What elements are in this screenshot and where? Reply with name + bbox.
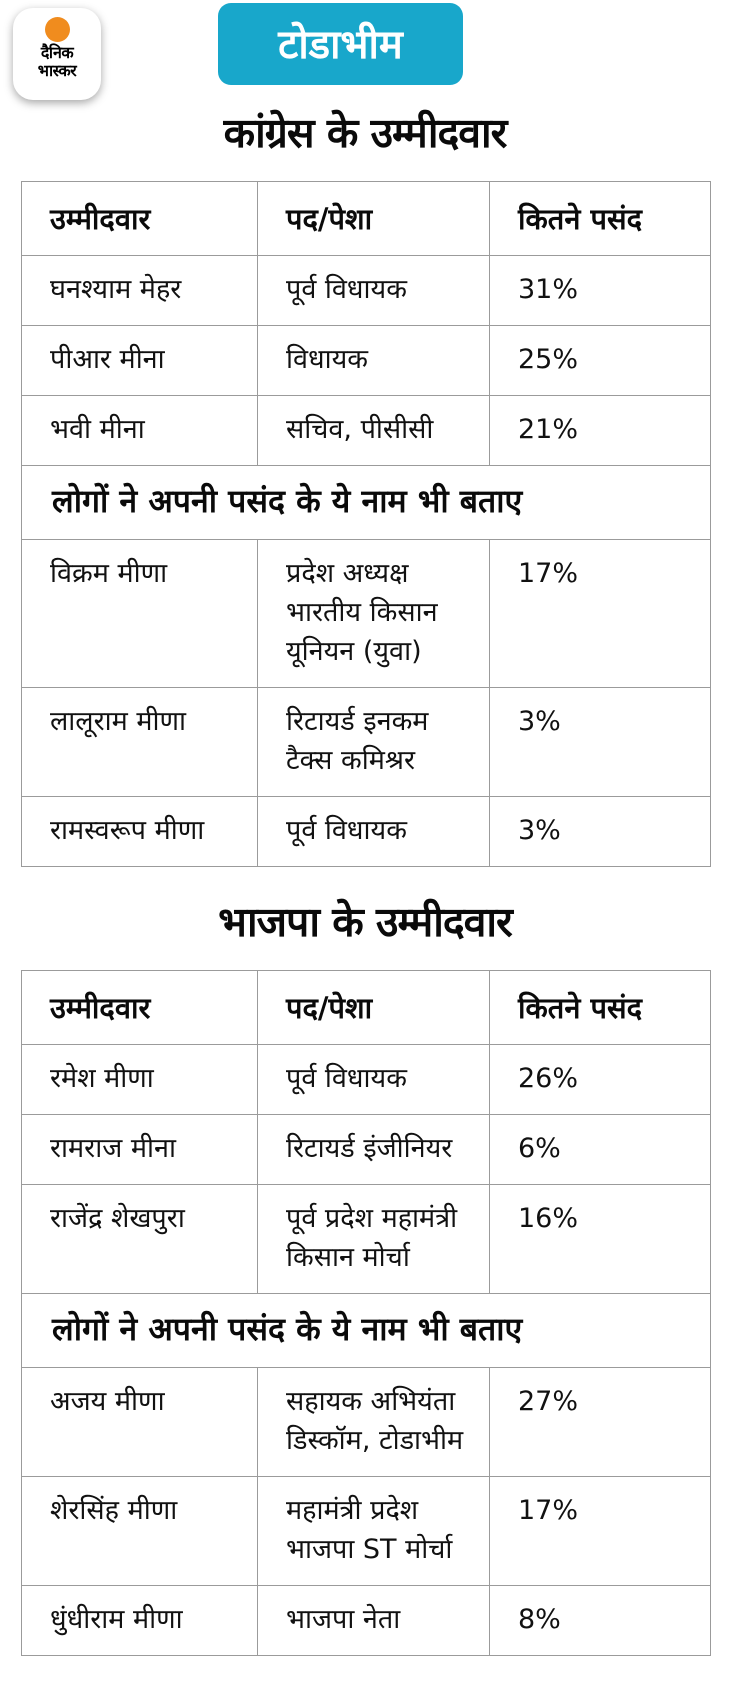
percent-cell: 31% [489,255,711,326]
column-header-candidate: उम्मीदवार [21,181,258,256]
percent-cell: 17% [489,1476,711,1586]
section-band-row: लोगों ने अपनी पसंद के ये नाम भी बताए [21,1293,711,1368]
role-cell: पूर्व विधायक [257,255,490,326]
percent-cell: 16% [489,1184,711,1294]
table-row: लालूराम मीणा रिटायर्ड इनकम टैक्स कमिश्रर… [21,687,711,797]
table-row: घनश्याम मेहर पूर्व विधायक 31% [21,255,711,326]
role-cell: पूर्व प्रदेश महामंत्री किसान मोर्चा [257,1184,490,1294]
percent-cell: 25% [489,325,711,396]
constituency-banner: टोडाभीम [218,3,463,85]
role-cell: रिटायर्ड इंजीनियर [257,1114,490,1185]
candidate-name-cell: धुंधीराम मीणा [21,1585,258,1656]
table-header-row: उम्मीदवार पद/पेशा कितने पसंद [21,181,711,256]
logo-text-line1: दैनिक [40,43,74,62]
role-cell: सहायक अभियंता डिस्कॉम, टोडाभीम [257,1367,490,1477]
bjp-section-title: भाजपा के उम्मीदवार [218,898,513,946]
candidate-name-cell: पीआर मीना [21,325,258,396]
table-row: शेरसिंह मीणा महामंत्री प्रदेश भाजपा ST म… [21,1476,711,1586]
role-cell: महामंत्री प्रदेश भाजपा ST मोर्चा [257,1476,490,1586]
logo-text-line2: भास्कर [37,61,77,81]
role-cell: भाजपा नेता [257,1585,490,1656]
candidate-name-cell: रामस्वरूप मीणा [21,796,258,867]
percent-cell: 6% [489,1114,711,1185]
percent-cell: 3% [489,687,711,797]
percent-cell: 17% [489,539,711,688]
section-band-row: लोगों ने अपनी पसंद के ये नाम भी बताए [21,465,711,540]
constituency-name: टोडाभीम [278,21,403,68]
role-cell: पूर्व विधायक [257,796,490,867]
column-header-candidate: उम्मीदवार [21,970,258,1045]
congress-candidates-table: उम्मीदवार पद/पेशा कितने पसंद घनश्याम मेह… [21,181,711,867]
percent-cell: 3% [489,796,711,867]
sun-icon [44,17,70,42]
table-row: अजय मीणा सहायक अभियंता डिस्कॉम, टोडाभीम … [21,1367,711,1477]
dainik-bhaskar-logo: दैनिक भास्कर [13,8,101,100]
role-cell: पूर्व विधायक [257,1044,490,1115]
candidate-name-cell: घनश्याम मेहर [21,255,258,326]
table-row: राजेंद्र शेखपुरा पूर्व प्रदेश महामंत्री … [21,1184,711,1294]
candidate-name-cell: रामराज मीना [21,1114,258,1185]
table-header-row: उम्मीदवार पद/पेशा कितने पसंद [21,970,711,1045]
table-row: विक्रम मीणा प्रदेश अध्यक्ष भारतीय किसान … [21,539,711,688]
table-row: रामस्वरूप मीणा पूर्व विधायक 3% [21,796,711,867]
table-row: धुंधीराम मीणा भाजपा नेता 8% [21,1585,711,1656]
also-named-band: लोगों ने अपनी पसंद के ये नाम भी बताए [21,1293,711,1368]
candidate-name-cell: लालूराम मीणा [21,687,258,797]
role-cell: प्रदेश अध्यक्ष भारतीय किसान यूनियन (युवा… [257,539,490,688]
table-row: रामराज मीना रिटायर्ड इंजीनियर 6% [21,1114,711,1185]
bjp-candidates-table: उम्मीदवार पद/पेशा कितने पसंद रमेश मीणा प… [21,970,711,1656]
percent-cell: 26% [489,1044,711,1115]
role-cell: रिटायर्ड इनकम टैक्स कमिश्रर [257,687,490,797]
table-row: पीआर मीना विधायक 25% [21,325,711,396]
role-cell: सचिव, पीसीसी [257,395,490,466]
candidate-name-cell: भवी मीना [21,395,258,466]
role-cell: विधायक [257,325,490,396]
candidate-name-cell: शेरसिंह मीणा [21,1476,258,1586]
percent-cell: 8% [489,1585,711,1656]
column-header-role: पद/पेशा [257,970,490,1045]
candidate-name-cell: रमेश मीणा [21,1044,258,1115]
congress-section-title: कांग्रेस के उम्मीदवार [223,109,508,157]
table-row: रमेश मीणा पूर्व विधायक 26% [21,1044,711,1115]
column-header-role: पद/पेशा [257,181,490,256]
candidate-name-cell: राजेंद्र शेखपुरा [21,1184,258,1294]
candidate-name-cell: अजय मीणा [21,1367,258,1477]
also-named-band: लोगों ने अपनी पसंद के ये नाम भी बताए [21,465,711,540]
candidate-name-cell: विक्रम मीणा [21,539,258,688]
table-row: भवी मीना सचिव, पीसीसी 21% [21,395,711,466]
percent-cell: 21% [489,395,711,466]
column-header-likes: कितने पसंद [489,181,711,256]
column-header-likes: कितने पसंद [489,970,711,1045]
percent-cell: 27% [489,1367,711,1477]
